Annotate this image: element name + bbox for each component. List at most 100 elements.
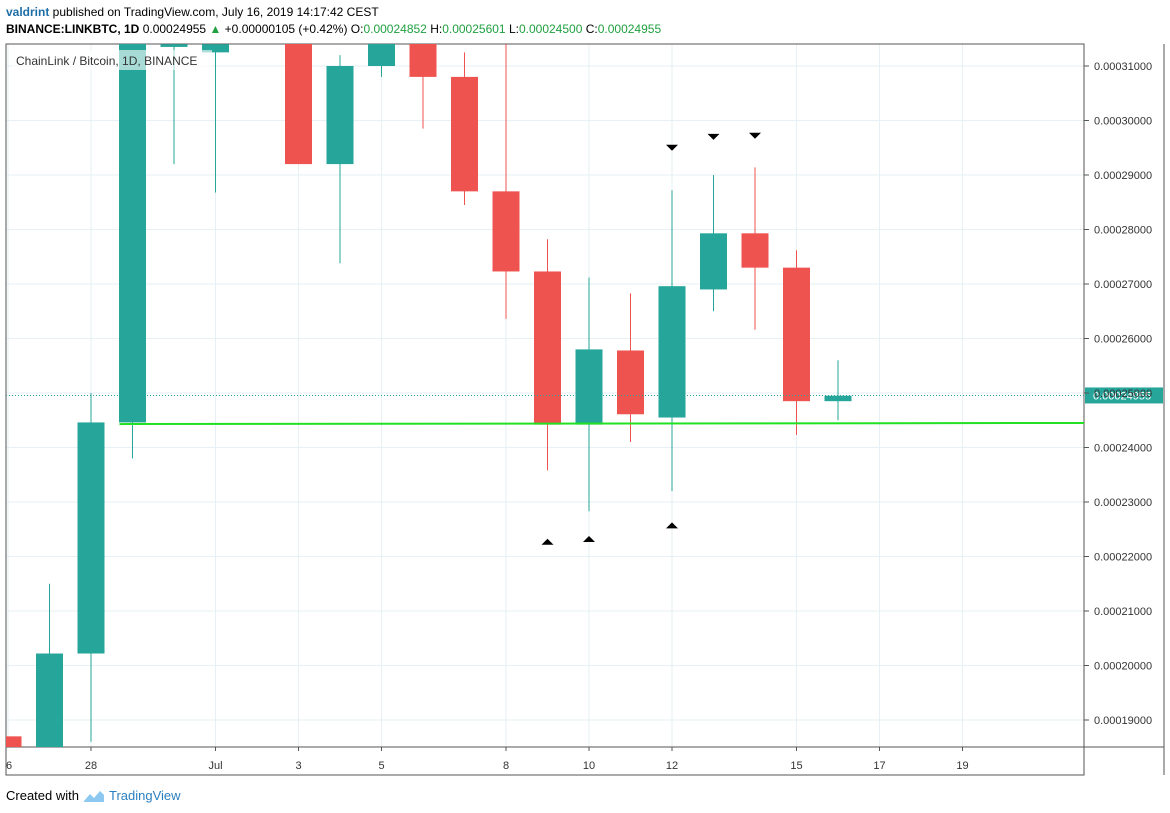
support-line	[119, 421, 1085, 426]
candle-body	[617, 350, 644, 415]
candle-body	[6, 736, 22, 747]
price-tick-label: 0.00028000	[1094, 225, 1152, 237]
candle-body	[285, 44, 312, 165]
close-label: C:	[585, 22, 598, 36]
candle-body	[741, 233, 769, 268]
candle-body	[326, 66, 354, 165]
candle	[783, 250, 810, 435]
time-tick-label: 15	[790, 760, 802, 772]
up-arrow-marker-icon	[666, 522, 678, 529]
created-with-text: Created with	[6, 788, 79, 803]
time-axis: 6 28 Jul 3 5 8 10 12 15 17 19	[5, 747, 969, 772]
candle-body	[160, 44, 188, 47]
price-tick-label: 0.00026000	[1094, 334, 1152, 346]
tradingview-logo-icon	[83, 790, 104, 802]
price-tick-label: 0.00031000	[1094, 61, 1152, 73]
candle-body	[77, 422, 105, 654]
candle	[409, 44, 437, 129]
candles-layer	[6, 44, 852, 747]
time-tick-label: 3	[295, 760, 301, 772]
tradingview-brand-link[interactable]: TradingView	[108, 788, 181, 803]
down-arrow-marker-icon	[707, 133, 720, 140]
candle-body	[202, 44, 229, 53]
time-tick-label: 5	[378, 760, 384, 772]
price-tick-label: 0.00022000	[1094, 552, 1152, 564]
candle-body	[119, 44, 146, 423]
legend-bg	[12, 50, 212, 70]
candle	[6, 736, 22, 747]
candle-body	[492, 191, 520, 272]
time-tick-label: Jul	[208, 760, 222, 772]
candle	[575, 277, 603, 512]
candle-body	[36, 653, 63, 747]
candle	[534, 239, 561, 471]
candle	[741, 167, 769, 330]
time-tick-label: 12	[666, 760, 678, 772]
candle	[368, 44, 395, 77]
publish-info: valdrint published on TradingView.com, J…	[6, 5, 379, 19]
candle	[36, 583, 63, 747]
author-name[interactable]: valdrint	[6, 5, 50, 19]
candle	[658, 190, 686, 492]
price-tick-label: 0.00030000	[1094, 116, 1152, 128]
open-value: 0.00024852	[363, 22, 427, 36]
candle-body	[575, 349, 603, 425]
candle	[824, 360, 852, 421]
change-arrow-icon: ▲	[209, 22, 222, 36]
publish-text: published on TradingView.com, July 16, 2…	[49, 5, 379, 19]
candle	[617, 293, 644, 443]
down-arrow-marker-icon	[749, 132, 761, 139]
last-price-tag-label: 0.00024955	[1093, 390, 1151, 402]
up-arrow-marker-icon	[541, 538, 554, 545]
candle-body	[534, 271, 561, 425]
candle	[285, 44, 312, 165]
change-text: +0.00000105 (+0.42%)	[224, 22, 348, 36]
price-tick-label: 0.00027000	[1094, 279, 1152, 291]
price-tick-label: 0.00025000	[1094, 388, 1152, 400]
low-label: L:	[508, 22, 519, 36]
up-arrow-marker-icon	[583, 536, 595, 543]
candle	[202, 44, 229, 193]
time-tick-label: 10	[583, 760, 595, 772]
time-tick-label: 17	[873, 760, 885, 772]
candle-body	[824, 395, 852, 402]
price-tick-label: 0.00029000	[1094, 170, 1152, 182]
time-tick-label: 8	[503, 760, 509, 772]
down-arrow-marker-icon	[666, 144, 678, 151]
close-value: 0.00024955	[597, 22, 662, 36]
candle-body	[368, 44, 395, 66]
low-value: 0.00024500	[518, 22, 583, 36]
candle	[492, 44, 520, 319]
price-axis: 0.00019000 0.00020000 0.00021000 0.00022000…	[1084, 61, 1152, 727]
ohlc-info: BINANCE:LINKBTC, 1D 0.00024955 ▲ +0.0000…	[6, 22, 661, 36]
markers-layer	[541, 132, 761, 545]
high-value: 0.00025601	[442, 22, 506, 36]
price-tick-label: 0.00024000	[1094, 443, 1152, 455]
candle-body	[409, 44, 437, 77]
time-tick-label: 28	[85, 760, 97, 772]
candle	[326, 55, 354, 264]
symbol-label: BINANCE:LINKBTC, 1D	[6, 22, 140, 36]
candle-body	[700, 233, 727, 290]
last-price-text: 0.00024955	[142, 22, 207, 36]
last-price-tag	[1085, 387, 1163, 404]
price-tick-label: 0.00021000	[1094, 606, 1152, 618]
time-tick-label: 19	[956, 760, 968, 772]
price-tick-label: 0.00023000	[1094, 497, 1152, 509]
candle	[451, 52, 478, 205]
time-tick-label: 6	[6, 760, 12, 772]
candle	[119, 44, 146, 459]
candle-body	[451, 76, 478, 192]
high-label: H:	[430, 22, 443, 36]
chart-legend-title: ChainLink / Bitcoin, 1D, BINANCE	[16, 54, 197, 68]
candle	[77, 393, 105, 742]
price-tick-label: 0.00020000	[1094, 661, 1152, 673]
price-tick-label: 0.00019000	[1094, 715, 1152, 727]
footer: Created with TradingView	[6, 788, 181, 803]
support-layer: 0.00024955	[6, 387, 1163, 426]
candle-body	[658, 286, 686, 418]
candle	[700, 175, 727, 312]
candle-body	[783, 267, 810, 402]
open-label: O:	[350, 22, 364, 36]
